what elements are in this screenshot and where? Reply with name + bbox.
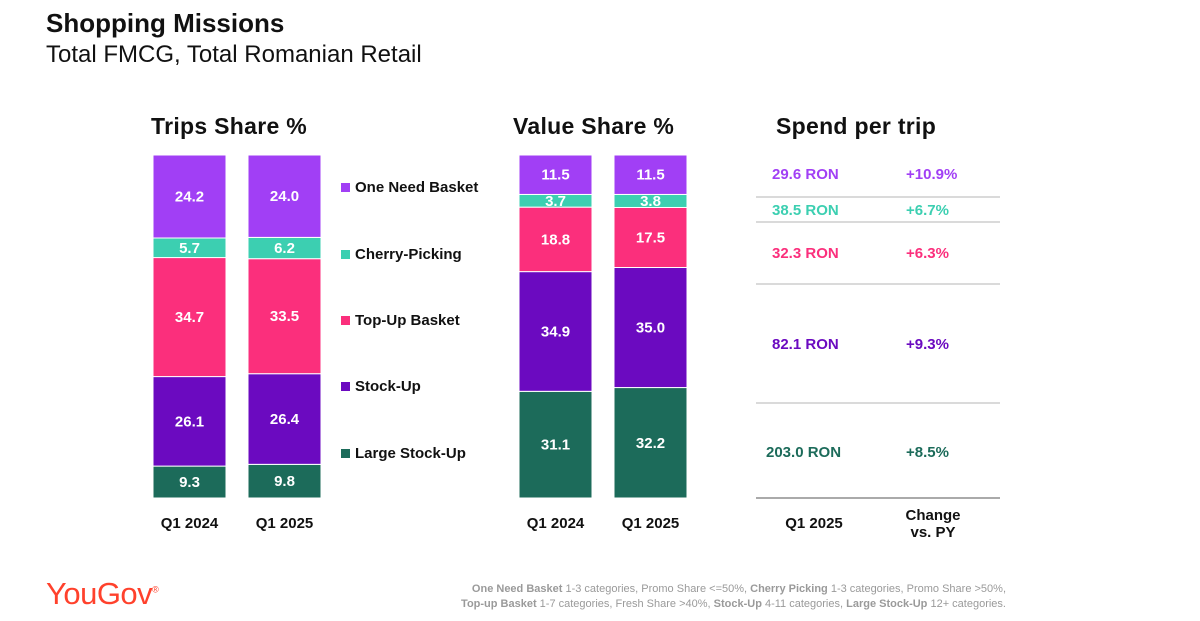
footnote-tu-text: 1-7 categories, Fresh Share >40%, [536, 598, 714, 610]
trips-category-label-q1-2024: Q1 2024 [161, 515, 219, 532]
spend-per-trip-title: Spend per trip [776, 113, 937, 139]
value-data-label-one-need-basket-q1-2024: 11.5 [541, 167, 569, 184]
legend-label-one-need-basket: One Need Basket [355, 179, 478, 196]
legend-swatch-large-stock-up [341, 449, 350, 458]
spend-col-header-change: Change vs. PY [889, 507, 977, 541]
spend-value-top-up: 32.3 RON [772, 245, 839, 262]
footnote-tu-label: Top-up Basket [461, 598, 537, 610]
trips-share-title: Trips Share % [151, 113, 308, 139]
trips-data-label-one-need-basket-q1-2025: 24.0 [270, 188, 299, 205]
value-data-label-stock-up-q1-2025: 35.0 [636, 320, 665, 337]
legend-swatch-one-need-basket [341, 183, 350, 192]
trips-data-label-top-up-basket-q1-2024: 34.7 [175, 309, 204, 326]
legend-label-large-stock-up: Large Stock-Up [355, 445, 466, 462]
logo-registered-mark: ® [152, 584, 159, 595]
page-title: Shopping Missions [46, 8, 285, 38]
spend-change-stock-up: +9.3% [906, 336, 949, 353]
value-data-label-top-up-basket-q1-2025: 17.5 [636, 229, 665, 246]
trips-bar-large-stock-up-q1-2024 [152, 465, 227, 499]
footnote-lsu-text: 12+ categories. [927, 598, 1006, 610]
change-header-line2: vs. PY [910, 524, 956, 541]
trips-data-label-large-stock-up-q1-2024: 9.3 [179, 474, 200, 491]
footnote-su-text: 4-11 categories, [761, 598, 847, 610]
trips-bar-top-up-basket-q1-2024 [152, 257, 227, 378]
yougov-logo: YouGov® [46, 576, 159, 612]
trips-data-label-top-up-basket-q1-2025: 33.5 [270, 308, 299, 325]
trips-bar-top-up-basket-q1-2025 [247, 258, 322, 375]
page-subtitle: Total FMCG, Total Romanian Retail [46, 41, 422, 68]
value-bar-one-need-basket-q1-2024 [518, 154, 593, 195]
value-data-label-top-up-basket-q1-2024: 18.8 [541, 231, 570, 248]
trips-data-label-stock-up-q1-2025: 26.4 [270, 411, 300, 428]
spend-change-one-need: +10.9% [906, 166, 958, 183]
legend-swatch-stock-up [341, 382, 350, 391]
footnote-su-label: Stock-Up [713, 598, 762, 610]
spend-change-top-up: +6.3% [906, 245, 949, 262]
trips-bar-one-need-basket-q1-2024 [152, 154, 227, 239]
value-category-label-q1-2024: Q1 2024 [527, 515, 585, 532]
value-bar-stock-up-q1-2025 [613, 267, 688, 389]
spend-change-large-stock-up: +8.5% [906, 444, 949, 461]
footnote: One Need Basket 1-3 categories, Promo Sh… [461, 582, 1006, 612]
trips-bar-large-stock-up-q1-2025 [247, 463, 322, 499]
trips-data-label-large-stock-up-q1-2025: 9.8 [274, 473, 295, 490]
spend-value-large-stock-up: 203.0 RON [766, 444, 842, 461]
logo-text: YouGov [46, 576, 153, 611]
legend-swatch-cherry-picking [341, 250, 350, 259]
value-data-label-cherry-picking-q1-2025: 3.8 [640, 193, 661, 210]
trips-bar-stock-up-q1-2025 [247, 373, 322, 465]
value-data-label-one-need-basket-q1-2025: 11.5 [636, 167, 664, 184]
legend-label-cherry-picking: Cherry-Picking [355, 246, 462, 263]
value-data-label-cherry-picking-q1-2024: 3.7 [545, 193, 566, 210]
value-bar-top-up-basket-q1-2025 [613, 206, 688, 269]
value-data-label-large-stock-up-q1-2025: 32.2 [636, 435, 665, 452]
value-data-label-stock-up-q1-2024: 34.9 [541, 323, 570, 340]
trips-data-label-cherry-picking-q1-2024: 5.7 [179, 240, 200, 257]
value-category-label-q1-2025: Q1 2025 [622, 515, 680, 532]
change-header-line1: Change [905, 507, 961, 524]
footnote-cp-text: 1-3 categories, Promo Share >50%, [827, 583, 1006, 595]
footnote-line2: Top-up Basket 1-7 categories, Fresh Shar… [461, 597, 1006, 612]
value-bar-large-stock-up-q1-2024 [518, 390, 593, 499]
trips-bar-one-need-basket-q1-2025 [247, 154, 322, 238]
value-bar-large-stock-up-q1-2025 [613, 387, 688, 499]
legend-label-stock-up: Stock-Up [355, 378, 421, 395]
value-bar-one-need-basket-q1-2025 [613, 154, 688, 195]
trips-bar-stock-up-q1-2024 [152, 376, 227, 467]
trips-category-label-q1-2025: Q1 2025 [256, 515, 314, 532]
trips-data-label-stock-up-q1-2024: 26.1 [175, 413, 204, 430]
spend-value-stock-up: 82.1 RON [772, 336, 839, 353]
spend-value-cherry: 38.5 RON [772, 202, 839, 219]
value-share-title: Value Share % [513, 113, 675, 139]
spend-col-header-q1: Q1 2025 [785, 515, 843, 532]
legend-label-top-up-basket: Top-Up Basket [355, 312, 460, 329]
value-data-label-large-stock-up-q1-2024: 31.1 [541, 437, 570, 454]
footnote-lsu-label: Large Stock-Up [846, 598, 928, 610]
trips-data-label-cherry-picking-q1-2025: 6.2 [274, 240, 295, 257]
spend-change-cherry: +6.7% [906, 202, 949, 219]
footnote-cp-label: Cherry Picking [750, 583, 828, 595]
footnote-onb-label: One Need Basket [471, 583, 563, 595]
trips-data-label-one-need-basket-q1-2024: 24.2 [175, 189, 204, 206]
value-bar-stock-up-q1-2024 [518, 271, 593, 392]
legend-swatch-top-up-basket [341, 316, 350, 325]
footnote-line1: One Need Basket 1-3 categories, Promo Sh… [461, 582, 1006, 597]
spend-value-one-need: 29.6 RON [772, 166, 839, 183]
footnote-onb-text: 1-3 categories, Promo Share <=50%, [562, 583, 751, 595]
